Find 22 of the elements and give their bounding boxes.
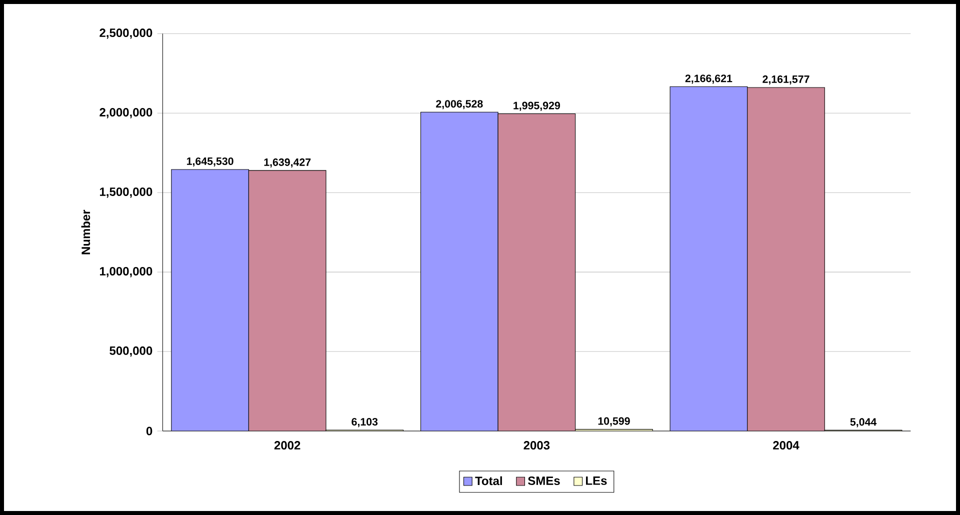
y-tick-label: 1,500,000 <box>100 187 152 198</box>
y-tick-label: 1,000,000 <box>100 266 152 278</box>
y-tick-label: 2,000,000 <box>100 108 152 118</box>
data-label: 2,166,621 <box>685 74 732 84</box>
y-tick-label: 0 <box>146 426 152 436</box>
data-label: 5,044 <box>850 418 877 428</box>
x-tick-label: 2002 <box>274 441 300 450</box>
data-label: 2,006,528 <box>436 100 483 110</box>
x-tick-label: 2004 <box>773 441 800 450</box>
data-label: 1,995,929 <box>514 102 560 111</box>
legend-label: SMEs <box>528 476 560 485</box>
data-label: 1,639,427 <box>264 158 311 168</box>
data-label: 2,161,577 <box>762 75 810 85</box>
y-tick-label: 500,000 <box>110 346 152 357</box>
x-tick-label: 2003 <box>524 441 550 450</box>
legend-label: LEs <box>586 476 607 485</box>
data-label: 10,599 <box>598 417 630 426</box>
data-label: 6,103 <box>352 418 378 428</box>
data-label: 1,645,530 <box>186 157 234 167</box>
y-axis-title: Number <box>81 210 90 254</box>
legend-label: Total <box>475 476 502 486</box>
y-tick-label: 2,500,000 <box>100 28 152 39</box>
